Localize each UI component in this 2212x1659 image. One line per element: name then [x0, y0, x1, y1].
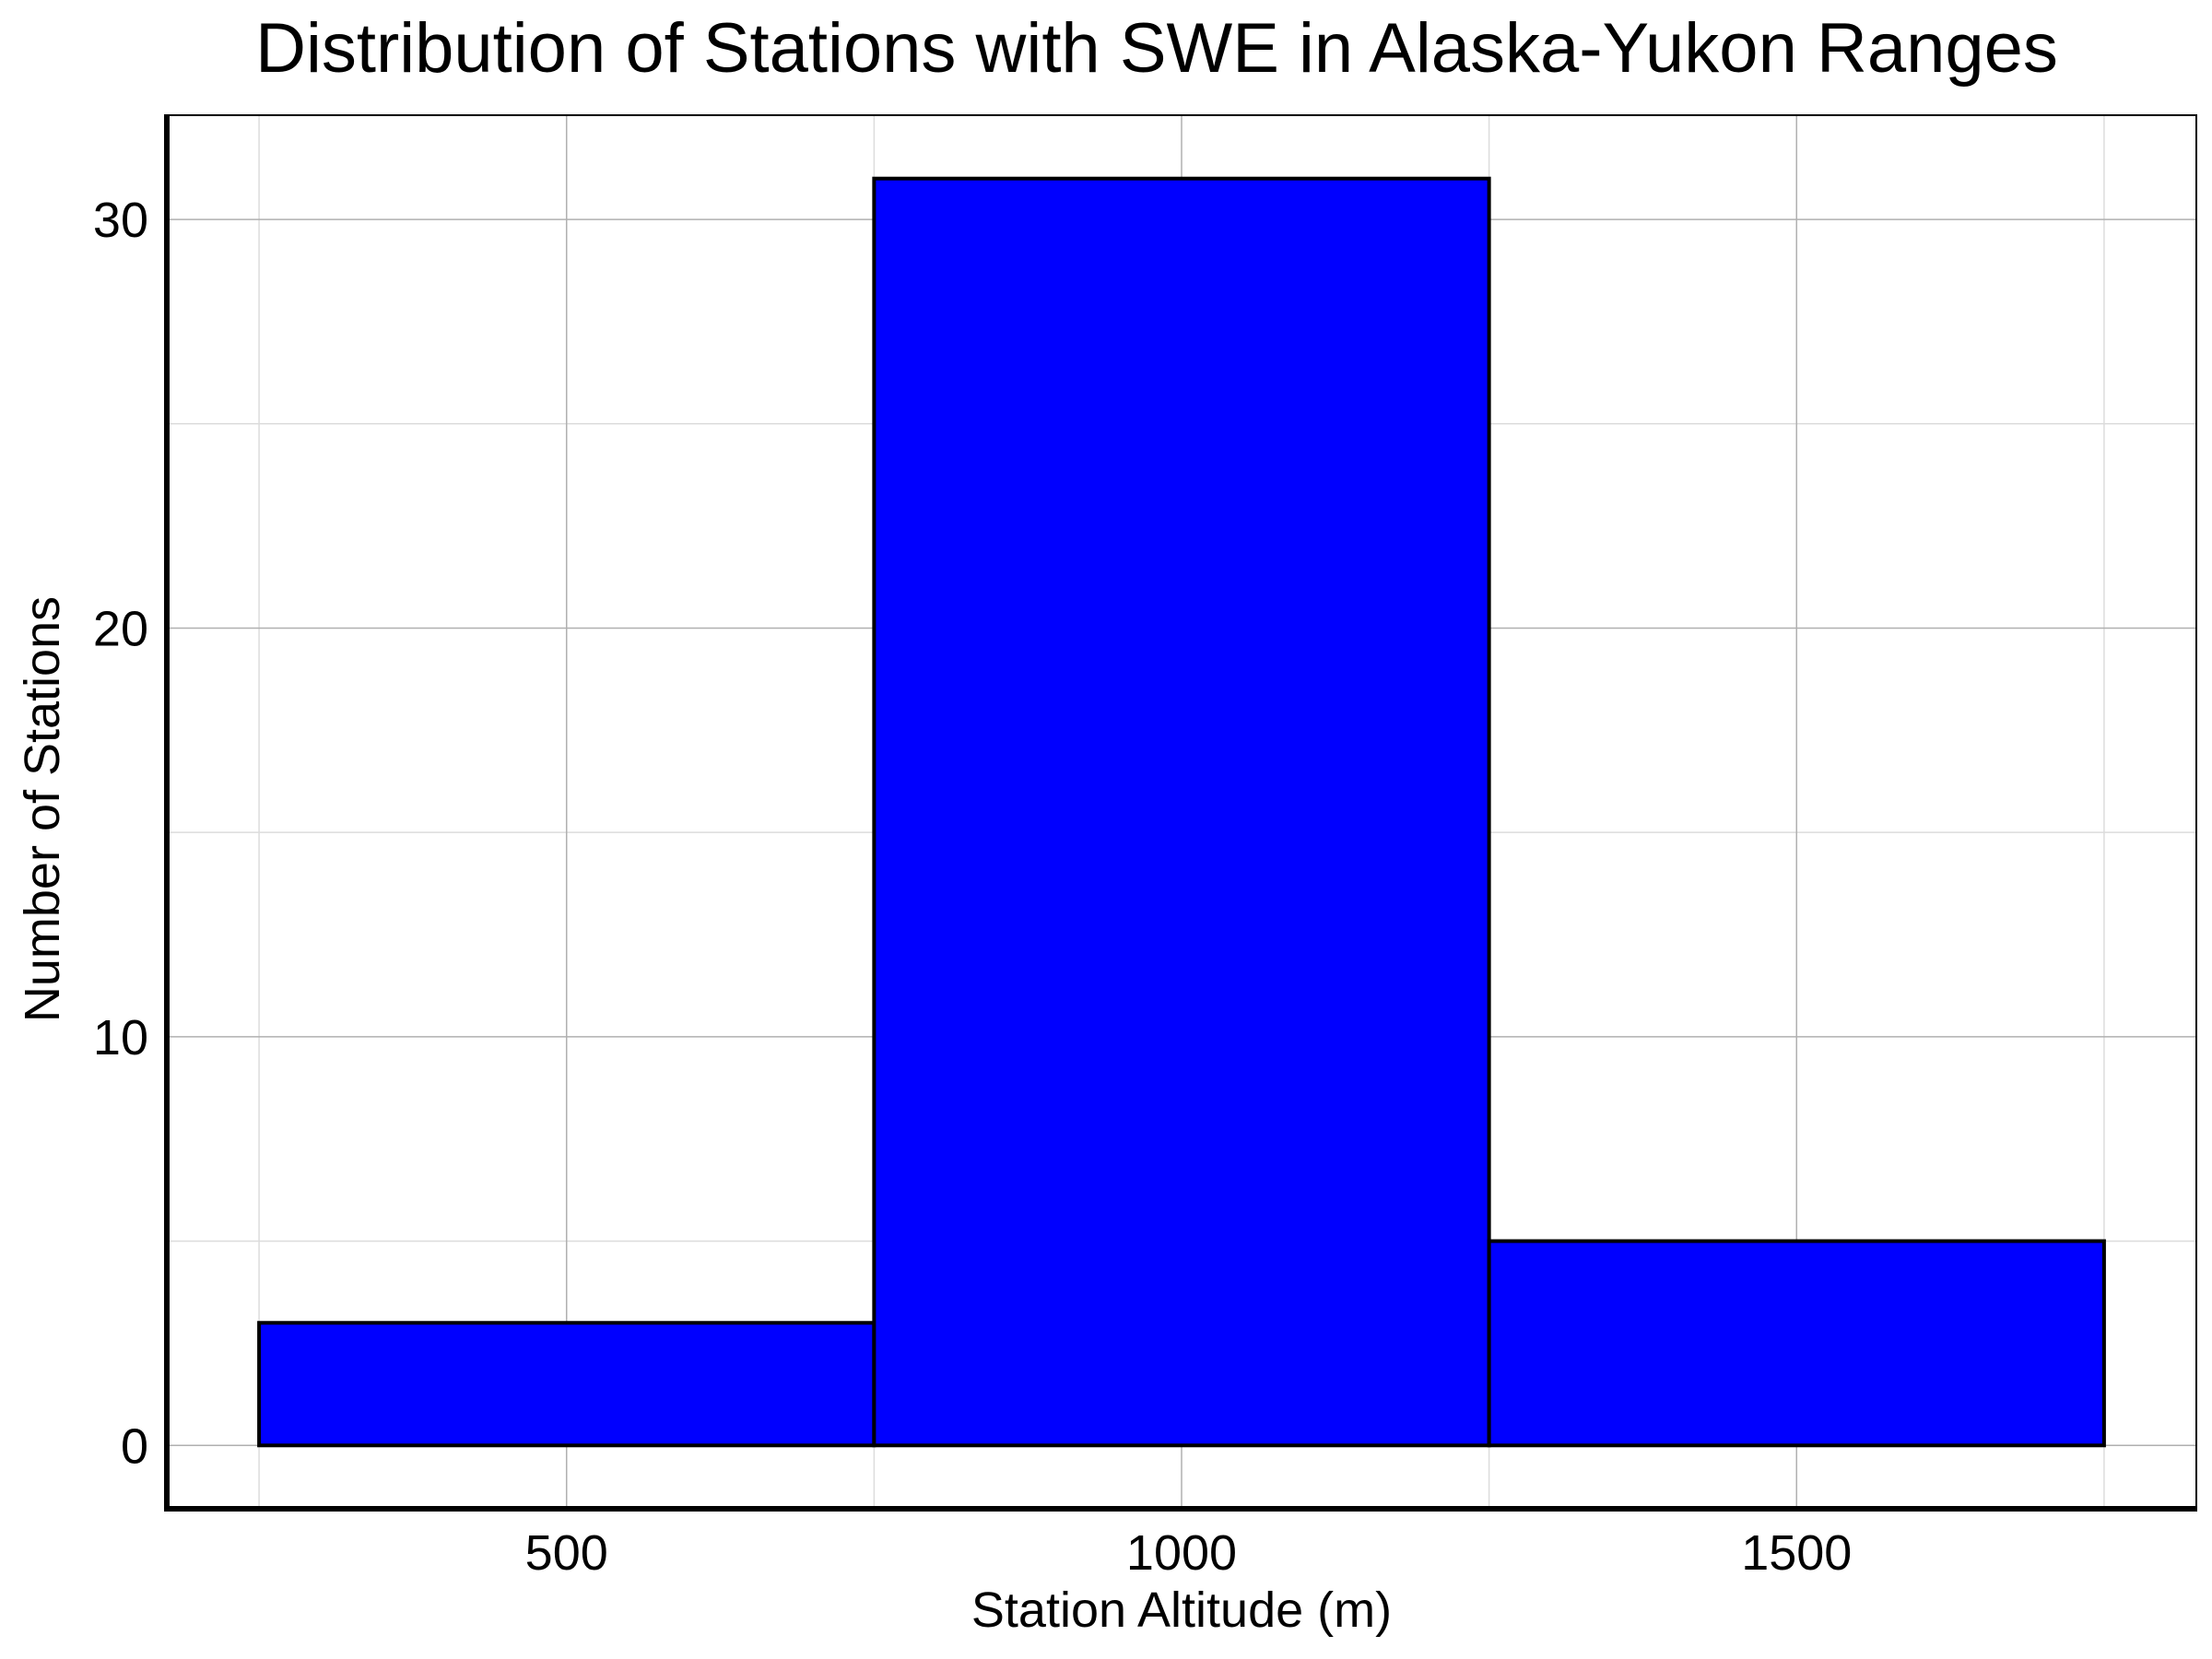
y-tick-label: 20: [93, 601, 148, 656]
x-tick-label: 500: [525, 1525, 608, 1581]
chart-title: Distribution of Stations with SWE in Ala…: [255, 9, 2058, 88]
histogram-bar-2: [872, 176, 1491, 1448]
y-tick-label: 0: [121, 1418, 148, 1474]
histogram-bar-1: [257, 1321, 877, 1448]
x-axis-label: Station Altitude (m): [971, 1583, 1392, 1638]
y-tick-label: 10: [93, 1010, 148, 1065]
y-axis-label: Number of Stations: [15, 596, 70, 1022]
x-tick-label: 1500: [1741, 1525, 1852, 1581]
x-tick-labels: 500 1000 1500: [525, 1525, 1853, 1581]
y-tick-labels: 0 10 20 30: [93, 193, 148, 1474]
x-tick-label: 1000: [1126, 1525, 1237, 1581]
y-tick-label: 30: [93, 193, 148, 248]
histogram-bar-3: [1487, 1239, 2106, 1448]
axes: [164, 114, 2197, 1512]
histogram-bars: [257, 176, 2106, 1448]
